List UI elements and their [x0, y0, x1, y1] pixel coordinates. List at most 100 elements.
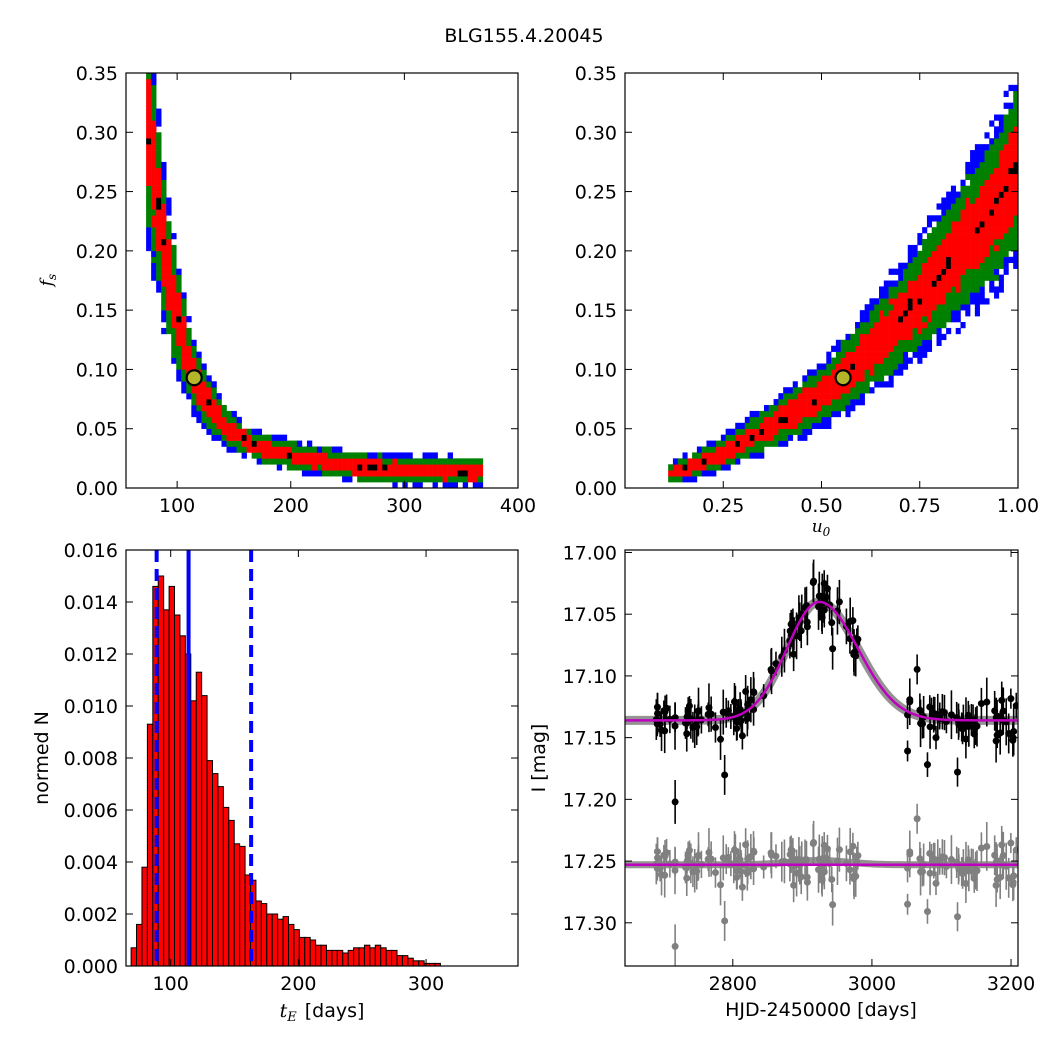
y-tick-label: 17.30 — [563, 913, 617, 935]
heatmap-cell — [231, 446, 237, 453]
data-point — [1005, 729, 1013, 737]
heatmap-cell — [206, 405, 212, 412]
heatmap-cell — [186, 327, 192, 335]
heatmap-cell — [151, 197, 157, 204]
heatmap-cell — [974, 209, 980, 216]
heatmap-cell — [912, 286, 918, 293]
heatmap-cell — [1003, 203, 1009, 210]
heatmap-cell — [1013, 227, 1019, 234]
heatmap-cell — [382, 464, 388, 471]
heatmap-cell — [146, 126, 152, 133]
heatmap-cell — [1013, 244, 1019, 252]
heatmap-cell — [864, 339, 870, 347]
heatmap-cell — [1013, 221, 1019, 228]
heatmap-cell — [1013, 173, 1019, 181]
heatmap-cell — [447, 464, 453, 471]
heatmap-cell — [783, 440, 789, 447]
heatmap-cell — [241, 452, 247, 459]
heatmap-cell — [216, 405, 222, 412]
heatmap-cell — [166, 280, 172, 287]
heatmap-cell — [161, 215, 167, 222]
heatmap-cell — [811, 410, 818, 418]
hist-bar — [336, 949, 344, 967]
heatmap-cell — [998, 114, 1004, 121]
heatmap-cell — [271, 458, 278, 465]
hist-bar — [222, 806, 230, 967]
heatmap-cell — [974, 197, 980, 204]
heatmap-cell — [792, 410, 798, 418]
heatmap-cell — [994, 132, 1000, 139]
heatmap-cell — [893, 363, 899, 370]
heatmap-cell — [879, 316, 885, 323]
heatmap-cell — [171, 351, 177, 358]
heatmap-cell — [994, 167, 1000, 175]
heatmap-cell — [176, 268, 182, 275]
heatmap-cell — [879, 357, 885, 364]
heatmap-cell — [821, 363, 827, 370]
heatmap-cell — [452, 482, 458, 489]
heatmap-cell — [941, 221, 947, 228]
heatmap-cell — [998, 179, 1004, 186]
heatmap-cell — [859, 339, 865, 347]
heatmap-cell — [151, 221, 157, 228]
heatmap-cell — [946, 209, 952, 216]
heatmap-cell — [316, 470, 323, 477]
heatmap-cell — [1008, 84, 1014, 92]
heatmap-cell — [917, 239, 923, 246]
data-point — [904, 747, 912, 755]
data-point — [731, 698, 739, 706]
heatmap-cell — [974, 286, 980, 293]
heatmap-cell — [941, 215, 947, 222]
heatmap-cell — [869, 369, 875, 376]
heatmap-cell — [984, 268, 990, 275]
heatmap-cell — [176, 375, 182, 382]
heatmap-cell — [201, 393, 207, 400]
heatmap-cell — [417, 476, 423, 483]
heatmap-cell — [472, 482, 479, 489]
heatmap-cell — [984, 167, 990, 175]
y-tick-label: 0.006 — [64, 800, 118, 822]
heatmap-cell — [171, 256, 177, 264]
heatmap-cell — [965, 298, 971, 305]
heatmap-cell — [807, 428, 813, 435]
heatmap-cell — [322, 458, 328, 465]
heatmap-cell — [926, 304, 933, 311]
heatmap-cell — [879, 333, 885, 341]
heatmap-cell — [427, 464, 433, 471]
heatmap-cell — [342, 470, 348, 477]
heatmap-cell — [281, 452, 288, 459]
x-tick-label: 100 — [153, 973, 189, 995]
heatmap-cell — [735, 434, 741, 441]
heatmap-cell — [1003, 215, 1009, 222]
heatmap-cell — [467, 458, 474, 465]
data-point — [926, 723, 934, 731]
heatmap-cell — [462, 476, 469, 483]
heatmap-cell — [773, 399, 779, 406]
heatmap-cell — [859, 333, 865, 341]
heatmap-cell — [941, 316, 947, 323]
heatmap-cell — [883, 369, 889, 376]
heatmap-cell — [974, 250, 980, 258]
residual-point — [768, 851, 776, 859]
heatmap-cell — [407, 464, 413, 471]
heatmap-cell — [970, 298, 976, 305]
heatmap-cell — [720, 464, 726, 471]
heatmap-cell — [898, 310, 904, 317]
heatmap-cell — [965, 185, 971, 192]
heatmap-cell — [922, 227, 928, 234]
heatmap-cell — [176, 280, 182, 287]
heatmap-cell — [917, 268, 923, 275]
heatmap-cell — [883, 333, 889, 341]
heatmap-cell — [970, 292, 976, 299]
heatmap-cell — [783, 422, 789, 430]
hist-bar — [255, 900, 262, 967]
heatmap-cell — [831, 363, 837, 370]
heatmap-cell — [979, 203, 985, 210]
heatmap-cell — [166, 233, 172, 240]
heatmap-cell — [246, 434, 252, 441]
heatmap-cell — [1013, 102, 1019, 109]
heatmap-cell — [960, 286, 966, 293]
heatmap-cell — [692, 476, 698, 483]
heatmap-cell — [950, 191, 956, 198]
heatmap-cell — [711, 464, 717, 471]
